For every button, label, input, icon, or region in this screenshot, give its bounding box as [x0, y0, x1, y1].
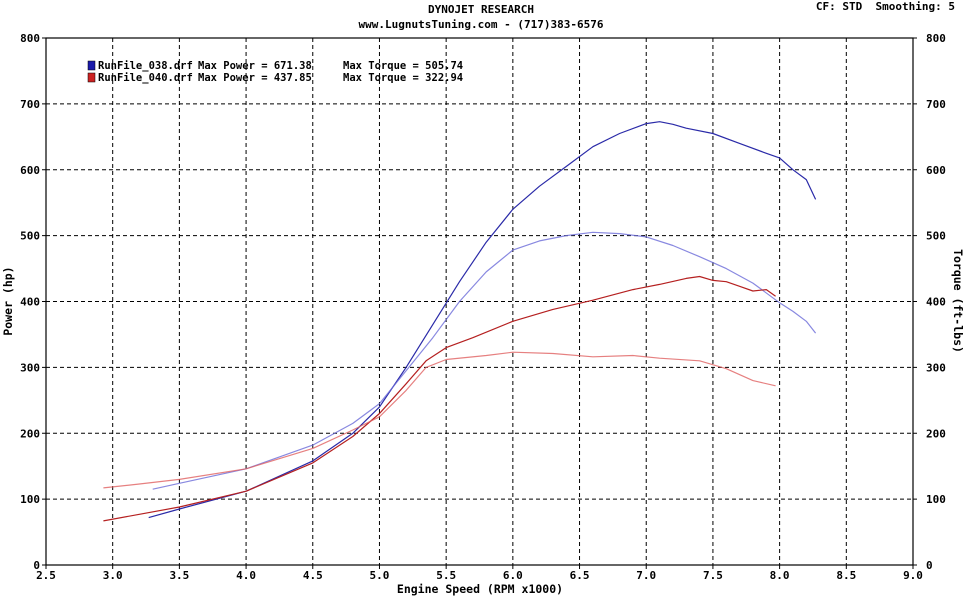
legend-swatch-040: [87, 72, 96, 83]
header-settings: CF: STD Smoothing: 5: [816, 0, 955, 13]
x-tick-label: 6.5: [570, 569, 590, 582]
y-tick-label-right: 0: [926, 559, 933, 572]
y-tick-label-right: 400: [926, 296, 946, 309]
x-tick-label: 9.0: [903, 569, 923, 582]
x-tick-label: 4.0: [236, 569, 256, 582]
x-tick-label: 8.5: [836, 569, 856, 582]
y-tick-label-left: 0: [33, 559, 40, 572]
legend-max-power-040: Max Power = 437.85: [198, 72, 312, 84]
legend-max-torque-040: Max Torque = 322.94: [343, 72, 463, 84]
y-axis-label-left: Power (hp): [1, 266, 15, 335]
y-tick-label-left: 100: [20, 493, 40, 506]
x-axis-ticks: 2.5 3.0 3.5 4.0 4.5 5.0 5.5 6.0 6.5 7.0 7.5 8.0 8.5 9…: [36, 565, 923, 582]
x-tick-label: 6.0: [503, 569, 523, 582]
y-axis-label-right: Torque (ft-lbs): [951, 249, 964, 353]
y-tick-label-right: 300: [926, 361, 946, 374]
series-line-runfile_038-torque: [152, 231, 817, 490]
y-tick-label-right: 100: [926, 493, 946, 506]
series-line-runfile_040-torque: [103, 351, 776, 489]
y-tick-label-left: 800: [20, 32, 40, 45]
y-tick-label-left: 500: [20, 230, 40, 243]
y-tick-label-right: 700: [926, 98, 946, 111]
y-tick-label-left: 400: [20, 296, 40, 309]
x-tick-label: 8.0: [770, 569, 790, 582]
x-tick-label: 5.5: [436, 569, 456, 582]
x-tick-label: 4.5: [303, 569, 323, 582]
legend-swatch-038: [87, 60, 96, 71]
x-tick-label: 5.0: [370, 569, 390, 582]
legend-file-038: RunFile_038.drf: [98, 60, 193, 72]
y-axis-ticks: 0 0 100 100 200 200 300 300 400 400 500 500 600 600 70…: [20, 32, 946, 572]
y-tick-label-right: 600: [926, 164, 946, 177]
y-tick-label-right: 200: [926, 427, 946, 440]
x-axis-label: Engine Speed (RPM x1000): [397, 582, 563, 596]
y-tick-label-left: 300: [20, 361, 40, 374]
y-tick-label-right: 500: [926, 230, 946, 243]
legend-file-040: RunFile_040.drf: [98, 72, 193, 84]
y-tick-label-right: 800: [926, 32, 946, 45]
series-line-runfile_038-power: [148, 121, 817, 519]
x-tick-label: 3.5: [169, 569, 189, 582]
header-title: DYNOJET RESEARCH: [428, 3, 534, 16]
series-layer: [103, 121, 817, 522]
series-line-runfile_040-power: [103, 275, 776, 522]
x-tick-label: 3.0: [103, 569, 123, 582]
x-tick-label: 7.0: [636, 569, 656, 582]
legend-max-power-038: Max Power = 671.38: [198, 60, 312, 72]
x-tick-label: 7.5: [703, 569, 723, 582]
y-tick-label-left: 600: [20, 164, 40, 177]
x-tick-label: 2.5: [36, 569, 56, 582]
y-tick-label-left: 700: [20, 98, 40, 111]
header-contact: www.LugnutsTuning.com - (717)383-6576: [358, 18, 603, 31]
legend: RunFile_038.drf Max Power = 671.38 Max T…: [87, 60, 463, 84]
grid: [46, 38, 913, 565]
y-tick-label-left: 200: [20, 427, 40, 440]
legend-max-torque-038: Max Torque = 505.74: [343, 60, 463, 72]
